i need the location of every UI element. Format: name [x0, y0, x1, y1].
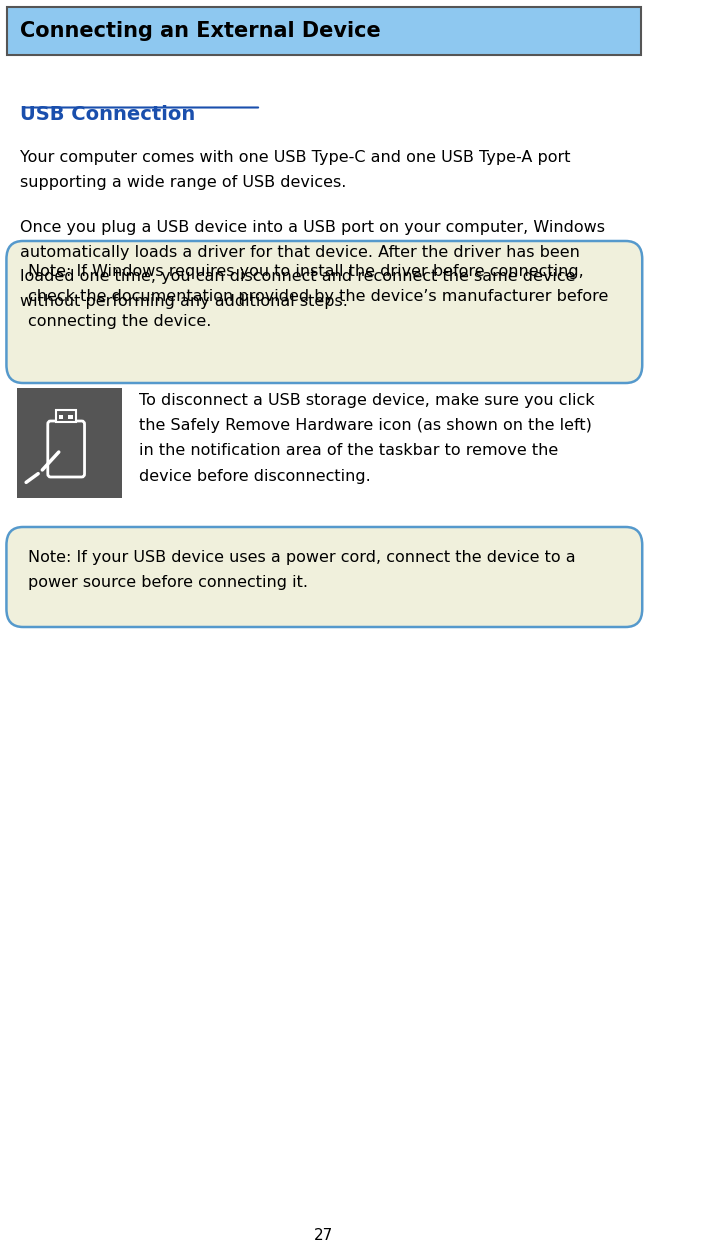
Text: Connecting an External Device: Connecting an External Device	[20, 21, 381, 42]
FancyBboxPatch shape	[16, 388, 122, 498]
FancyBboxPatch shape	[56, 410, 76, 422]
FancyBboxPatch shape	[7, 8, 642, 55]
Text: To disconnect a USB storage device, make sure you click
the Safely Remove Hardwa: To disconnect a USB storage device, make…	[139, 393, 594, 484]
Text: Note: If your USB device uses a power cord, connect the device to a
power source: Note: If your USB device uses a power co…	[27, 551, 575, 590]
FancyBboxPatch shape	[68, 415, 73, 420]
Text: Your computer comes with one USB Type-C and one USB Type-A port
supporting a wid: Your computer comes with one USB Type-C …	[20, 150, 571, 189]
FancyBboxPatch shape	[6, 527, 642, 627]
Text: 27: 27	[314, 1227, 333, 1242]
FancyBboxPatch shape	[48, 421, 85, 478]
FancyBboxPatch shape	[59, 415, 63, 420]
Text: Once you plug a USB device into a USB port on your computer, Windows
automatical: Once you plug a USB device into a USB po…	[20, 220, 605, 309]
Text: Note: If Windows requires you to install the driver before connecting,
check the: Note: If Windows requires you to install…	[27, 265, 608, 329]
FancyBboxPatch shape	[6, 241, 642, 383]
Text: USB Connection: USB Connection	[20, 105, 209, 123]
